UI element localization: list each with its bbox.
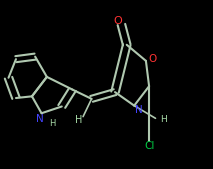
Text: O: O: [114, 16, 123, 26]
Text: O: O: [148, 54, 156, 65]
Text: H: H: [49, 119, 56, 128]
Text: H: H: [160, 115, 167, 124]
Text: N: N: [135, 104, 142, 115]
Text: N: N: [36, 114, 43, 124]
Text: H: H: [75, 115, 82, 125]
Text: Cl: Cl: [144, 141, 154, 151]
